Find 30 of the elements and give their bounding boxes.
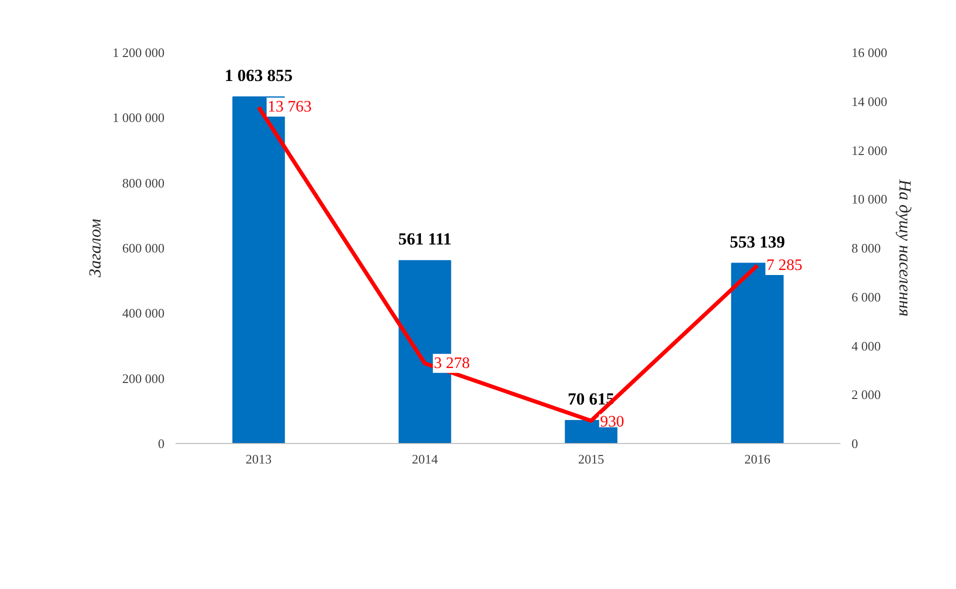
y-tick-label: 1 000 000 [112,110,164,126]
x-tick-label: 2015 [578,452,604,466]
y-tick-label: 800 000 [122,175,164,190]
y2-axis-title: На душу населення [895,178,914,317]
y2-tick-label: 0 [852,436,858,451]
y-tick-label: 1 200 000 [112,45,164,60]
data-label: 7 285 [766,256,802,274]
y2-tick-label: 10 000 [852,192,888,207]
y2-tick-label: 16 000 [852,45,888,60]
data-label: 553 139 [730,232,785,252]
y2-tick-label: 14 000 [852,94,888,109]
y-axis-title: Загалом [86,218,104,278]
x-tick-label: 2014 [412,452,438,466]
data-label: 13 763 [268,98,312,116]
y2-tick-label: 4 000 [852,338,881,354]
data-label: 1 063 855 [224,66,293,85]
data-label: 3 278 [434,354,470,372]
x-tick-label: 2013 [246,452,272,466]
y2-tick-label: 6 000 [852,289,881,304]
y-tick-label: 0 [158,436,164,451]
y-tick-label: 400 000 [122,306,164,321]
y-tick-label: 600 000 [122,240,164,256]
bar [232,96,285,444]
y-tick-label: 200 000 [122,370,164,386]
x-tick-label: 2016 [744,452,771,466]
y2-tick-label: 2 000 [852,387,881,402]
y2-tick-label: 12 000 [852,142,888,158]
y2-tick-label: 8 000 [852,240,881,256]
data-label: 930 [600,413,624,430]
data-label: 561 111 [398,230,452,249]
